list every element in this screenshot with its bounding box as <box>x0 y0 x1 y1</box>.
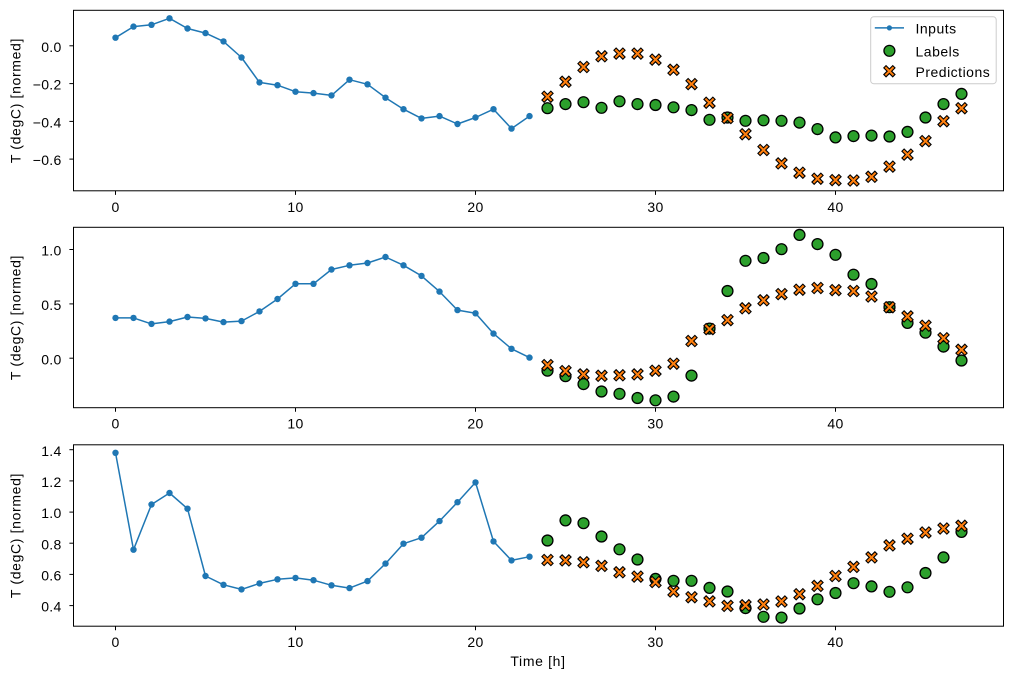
svg-text:1.0: 1.0 <box>41 243 61 259</box>
svg-text:−0.4: −0.4 <box>33 115 62 131</box>
svg-text:10: 10 <box>287 416 303 432</box>
svg-text:0.8: 0.8 <box>41 536 61 552</box>
svg-text:30: 30 <box>647 199 663 215</box>
svg-text:Time [h]: Time [h] <box>510 653 565 669</box>
svg-text:−0.2: −0.2 <box>33 77 62 93</box>
svg-text:0.5: 0.5 <box>41 297 61 313</box>
svg-text:0: 0 <box>111 416 119 432</box>
svg-text:T (degC) [normed]: T (degC) [normed] <box>7 255 23 380</box>
svg-text:Labels: Labels <box>916 43 960 59</box>
svg-text:1.0: 1.0 <box>41 505 61 521</box>
svg-text:−0.6: −0.6 <box>33 152 62 168</box>
svg-text:20: 20 <box>467 416 483 432</box>
svg-text:T (degC) [normed]: T (degC) [normed] <box>7 38 23 163</box>
svg-text:1.2: 1.2 <box>41 474 61 490</box>
svg-text:0: 0 <box>111 199 119 215</box>
svg-text:10: 10 <box>287 199 303 215</box>
svg-text:T (degC) [normed]: T (degC) [normed] <box>7 473 23 598</box>
svg-text:0.0: 0.0 <box>41 39 61 55</box>
svg-text:Predictions: Predictions <box>916 64 991 80</box>
svg-text:Inputs: Inputs <box>916 21 957 37</box>
svg-text:40: 40 <box>827 634 843 650</box>
svg-text:0.0: 0.0 <box>41 351 61 367</box>
svg-text:10: 10 <box>287 634 303 650</box>
svg-text:40: 40 <box>827 199 843 215</box>
svg-text:20: 20 <box>467 634 483 650</box>
svg-text:1.4: 1.4 <box>41 443 61 459</box>
svg-text:40: 40 <box>827 416 843 432</box>
svg-text:30: 30 <box>647 634 663 650</box>
svg-text:20: 20 <box>467 199 483 215</box>
svg-text:30: 30 <box>647 416 663 432</box>
svg-text:0.4: 0.4 <box>41 599 61 615</box>
svg-text:0: 0 <box>111 634 119 650</box>
svg-text:0.6: 0.6 <box>41 568 61 584</box>
